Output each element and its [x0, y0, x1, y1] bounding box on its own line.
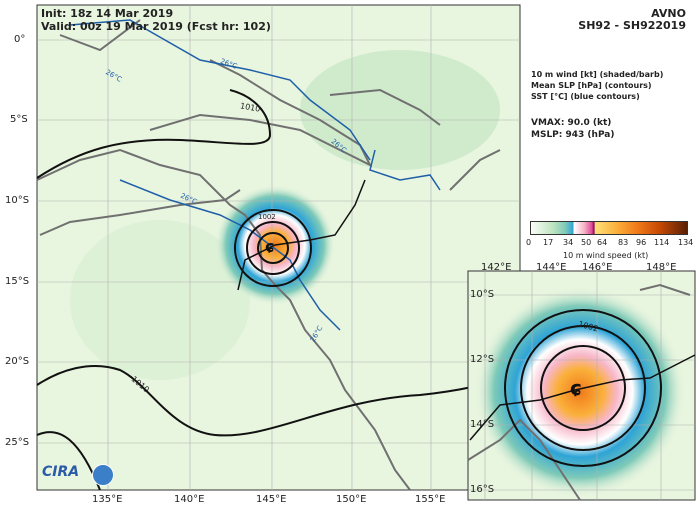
inset-lat-label: 10°S — [470, 289, 495, 300]
init-time: Init: 18z 14 Mar 2019 — [41, 7, 174, 20]
storm-track — [237, 179, 366, 291]
cbar-tick: 134 — [678, 238, 694, 247]
lon-label: 150°E — [336, 494, 367, 505]
mslp-value: MSLP: 943 (hPa) — [531, 130, 615, 140]
inset-map: ɕ — [467, 270, 696, 501]
lon-label: 140°E — [174, 494, 205, 505]
main-map: ɕ — [36, 4, 521, 491]
lon-label: 145°E — [256, 494, 287, 505]
lat-label: 10°S — [5, 195, 30, 206]
model-name: AVNO — [651, 7, 686, 20]
inset-lon-label: 142°E — [481, 262, 512, 273]
lat-label: 20°S — [5, 356, 30, 367]
cbar-tick: 34 — [563, 238, 574, 247]
slp-contours — [36, 89, 521, 491]
noaa-logo-icon — [92, 464, 114, 486]
cbar-tick: 17 — [543, 238, 554, 247]
cbar-tick: 96 — [636, 238, 647, 247]
cbar-tick: 0 — [526, 238, 532, 247]
lon-label: 135°E — [92, 494, 123, 505]
inset-lat-label: 12°S — [470, 354, 495, 365]
valid-time: Valid: 00z 19 Mar 2019 (Fcst hr: 102) — [41, 20, 271, 33]
storm-id: SH92 - SH922019 — [578, 19, 686, 32]
svg-text:ɕ: ɕ — [570, 376, 582, 400]
legend-sst: SST [°C] (blue contours) — [531, 92, 640, 101]
colorbar-label: 10 m wind speed (kt) — [563, 251, 649, 260]
legend-wind: 10 m wind [kt] (shaded/barb) — [531, 70, 664, 79]
inset-lat-label: 16°S — [470, 484, 495, 495]
coastlines — [36, 19, 501, 491]
inset-lon-label: 144°E — [536, 262, 567, 273]
lon-label: 155°E — [415, 494, 446, 505]
sst-contours — [69, 19, 441, 331]
inset-lon-label: 146°E — [582, 262, 613, 273]
cira-logo: CIRA — [42, 464, 80, 480]
slp-contour-label: 1002 — [258, 213, 276, 221]
inset-lat-label: 14°S — [470, 419, 495, 430]
cbar-tick: 83 — [618, 238, 629, 247]
cyclone-icon: ɕ — [265, 237, 274, 256]
lat-label: 15°S — [5, 276, 30, 287]
lat-label: 25°S — [5, 437, 30, 448]
legend-slp: Mean SLP [hPa] (contours) — [531, 81, 652, 90]
inset-lon-label: 148°E — [646, 262, 677, 273]
lat-label: 0° — [14, 34, 26, 45]
cbar-tick: 114 — [654, 238, 670, 247]
gridlines — [37, 5, 520, 490]
wind-colorbar — [530, 221, 688, 235]
cbar-tick: 50 — [581, 238, 592, 247]
cbar-tick: 64 — [597, 238, 608, 247]
lat-label: 5°S — [10, 114, 28, 125]
vmax-value: VMAX: 90.0 (kt) — [531, 118, 612, 128]
